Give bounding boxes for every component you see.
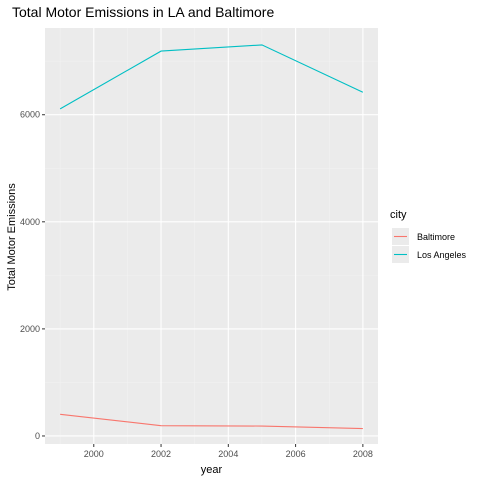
chart-title: Total Motor Emissions in LA and Baltimor…	[12, 4, 274, 20]
legend: city Baltimore Los Angeles	[390, 209, 467, 263]
legend-label-los-angeles: Los Angeles	[417, 250, 467, 260]
x-axis-title: year	[201, 464, 223, 476]
major-gridlines	[45, 28, 378, 444]
minor-gridlines	[45, 28, 378, 444]
legend-label-baltimore: Baltimore	[417, 232, 455, 242]
x-axis-ticks: 2000 2002 2004 2006 2008	[84, 444, 373, 459]
x-tick-label: 2002	[151, 449, 171, 459]
series-line-los-angeles	[59, 44, 364, 110]
x-tick-label: 2004	[218, 449, 238, 459]
y-tick-label: 4000	[20, 217, 40, 227]
legend-items: Baltimore Los Angeles	[392, 228, 467, 263]
y-tick-label: 6000	[20, 110, 40, 120]
x-tick-label: 2008	[353, 449, 373, 459]
legend-title: city	[390, 209, 407, 221]
y-axis-ticks: 0 2000 4000 6000	[20, 110, 45, 441]
y-tick-label: 2000	[20, 324, 40, 334]
x-tick-label: 2006	[286, 449, 306, 459]
plot-panel	[45, 28, 378, 444]
x-tick-label: 2000	[84, 449, 104, 459]
y-tick-label: 0	[35, 431, 40, 441]
y-axis-title: Total Motor Emissions	[6, 183, 18, 291]
series-layer	[59, 44, 364, 430]
series-line-baltimore	[60, 413, 363, 430]
